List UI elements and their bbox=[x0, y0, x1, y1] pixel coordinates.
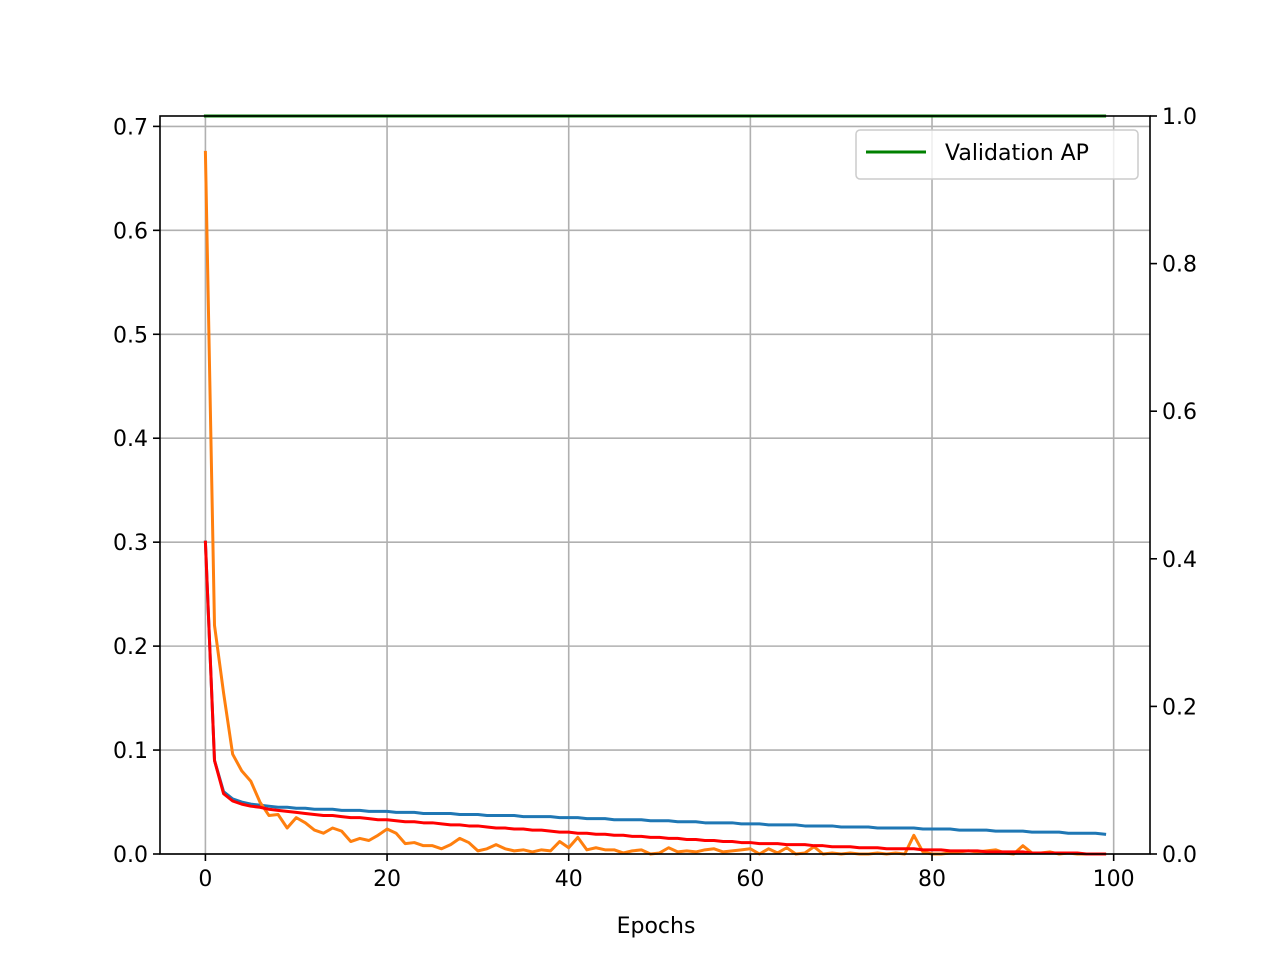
series-line-blue bbox=[203, 540, 1107, 836]
left-y-axis-ticks: 0.0 0.1 0.2 0.3 0.4 0.5 0.6 0.7 bbox=[113, 115, 160, 868]
y2-tick-label: 0.6 bbox=[1162, 400, 1197, 425]
y2-tick-label: 0.8 bbox=[1162, 253, 1197, 278]
y-tick-label: 0.5 bbox=[113, 323, 148, 348]
y-tick-label: 0.7 bbox=[113, 115, 148, 140]
y-tick-label: 0.4 bbox=[113, 427, 148, 452]
x-axis-label: Epochs bbox=[617, 914, 696, 939]
x-tick-label: 40 bbox=[555, 867, 583, 892]
y2-tick-label: 0.2 bbox=[1162, 695, 1197, 720]
x-tick-label: 60 bbox=[736, 867, 764, 892]
y2-tick-label: 0.4 bbox=[1162, 548, 1197, 573]
y2-tick-label: 0.0 bbox=[1162, 843, 1197, 868]
x-tick-label: 100 bbox=[1093, 867, 1135, 892]
plot-frame bbox=[159, 115, 1151, 855]
x-tick-label: 0 bbox=[198, 867, 212, 892]
x-axis-ticks: 0 20 40 60 80 100 bbox=[198, 854, 1135, 892]
x-tick-label: 20 bbox=[373, 867, 401, 892]
axes-frame bbox=[159, 115, 1151, 855]
legend-box bbox=[855, 129, 1139, 180]
right-y-axis-ticks: 0.0 0.2 0.4 0.6 0.8 1.0 bbox=[1150, 105, 1197, 868]
y-tick-label: 0.2 bbox=[113, 635, 148, 660]
y2-tick-label: 1.0 bbox=[1162, 105, 1197, 130]
legend-label-validation-ap: Validation AP bbox=[945, 141, 1089, 166]
legend: Validation AP bbox=[855, 129, 1139, 180]
series-line-red bbox=[203, 540, 1107, 856]
y-tick-label: 0.1 bbox=[113, 739, 148, 764]
y-tick-label: 0.3 bbox=[113, 531, 148, 556]
x-tick-label: 80 bbox=[918, 867, 946, 892]
y-tick-label: 0.0 bbox=[113, 843, 148, 868]
y-tick-label: 0.6 bbox=[113, 219, 148, 244]
grid-lines bbox=[160, 116, 1150, 855]
